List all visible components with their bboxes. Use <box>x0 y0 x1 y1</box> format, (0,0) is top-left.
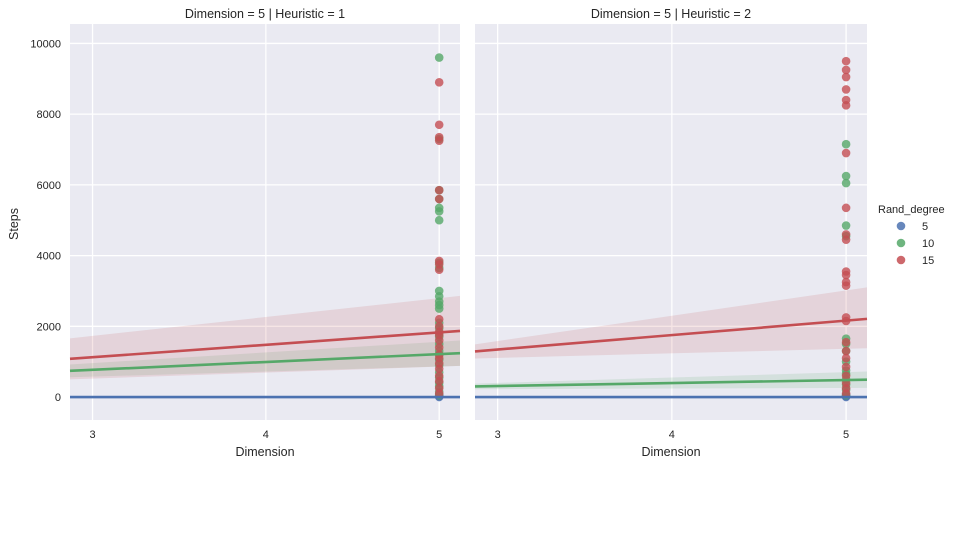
x-tick-label: 5 <box>436 429 442 441</box>
data-point-15 <box>434 314 444 324</box>
data-point-10 <box>434 304 444 313</box>
data-point-15 <box>841 56 851 66</box>
legend-label: 5 <box>922 221 928 233</box>
data-point-15 <box>434 376 444 386</box>
x-tick-label: 4 <box>669 429 675 441</box>
legend-label: 15 <box>922 255 934 267</box>
regression-line-15 <box>69 329 461 361</box>
legend-marker-10 <box>896 238 906 248</box>
regression-line-10 <box>474 378 868 388</box>
x-axis-label: Dimension <box>235 445 294 459</box>
regression-line-15 <box>474 317 868 353</box>
legend-label: 10 <box>922 238 934 250</box>
data-point-15 <box>841 371 851 381</box>
data-point-10 <box>434 53 444 62</box>
data-point-15 <box>434 343 444 352</box>
regression-line-10 <box>69 351 461 373</box>
confidence-band-15 <box>475 287 867 359</box>
legend-entries: 5 10 15 <box>896 221 934 267</box>
panel-heuristic-2: Dimension = 5 | Heuristic = 2 3 4 5 Dimensio… <box>474 7 868 459</box>
confidence-band-10 <box>70 340 460 378</box>
data-point-10 <box>841 171 851 181</box>
x-tick-label: 3 <box>495 429 501 441</box>
data-point-15 <box>841 389 851 398</box>
panel-heuristic-1: Dimension = 5 | Heuristic = 1 0 2000 4000 60… <box>30 7 461 459</box>
legend-marker-15 <box>896 255 906 265</box>
legend: Rand_degree 5 10 15 <box>878 204 945 267</box>
legend-title: Rand_degree <box>878 204 945 216</box>
legend-marker-5 <box>896 221 906 231</box>
data-point-15 <box>434 389 444 398</box>
data-point-15 <box>841 101 851 110</box>
data-point-15 <box>434 336 444 345</box>
data-point-15 <box>841 235 851 244</box>
data-point-15 <box>434 364 444 374</box>
data-point-15 <box>841 337 851 347</box>
data-point-15 <box>434 136 444 145</box>
x-tick-label: 3 <box>89 429 95 441</box>
data-point-15 <box>841 281 851 290</box>
data-point-15 <box>841 346 851 356</box>
data-point-15 <box>434 194 444 204</box>
data-point-10 <box>841 221 851 230</box>
y-tick-label: 4000 <box>37 251 61 263</box>
data-point-15 <box>841 203 851 213</box>
data-point-10 <box>434 215 444 225</box>
data-point-10 <box>434 207 444 216</box>
plot-background <box>475 24 867 420</box>
data-point-15 <box>434 185 444 195</box>
x-axis-label: Dimension <box>641 445 700 459</box>
panel-title: Dimension = 5 | Heuristic = 2 <box>591 7 751 21</box>
y-tick-label: 0 <box>55 392 61 404</box>
y-tick-label: 6000 <box>37 180 61 192</box>
data-point-15 <box>841 72 851 82</box>
data-point-15 <box>434 78 444 87</box>
x-tick-label: 5 <box>843 429 849 441</box>
y-axis-label: Steps <box>7 208 21 240</box>
data-point-10 <box>841 139 851 149</box>
data-point-15 <box>841 65 851 75</box>
y-tick-label: 2000 <box>37 321 61 333</box>
panel-title: Dimension = 5 | Heuristic = 1 <box>185 7 345 21</box>
data-point-15 <box>434 265 444 275</box>
data-point-15 <box>434 120 444 130</box>
y-tick-label: 10000 <box>30 38 61 50</box>
data-point-15 <box>841 362 851 372</box>
y-tick-label: 8000 <box>37 109 61 121</box>
data-point-15 <box>841 353 851 363</box>
data-point-10 <box>841 178 851 188</box>
data-point-15 <box>841 85 851 94</box>
data-point-15 <box>841 148 851 158</box>
x-tick-label: 4 <box>263 429 269 441</box>
data-point-15 <box>841 270 851 280</box>
